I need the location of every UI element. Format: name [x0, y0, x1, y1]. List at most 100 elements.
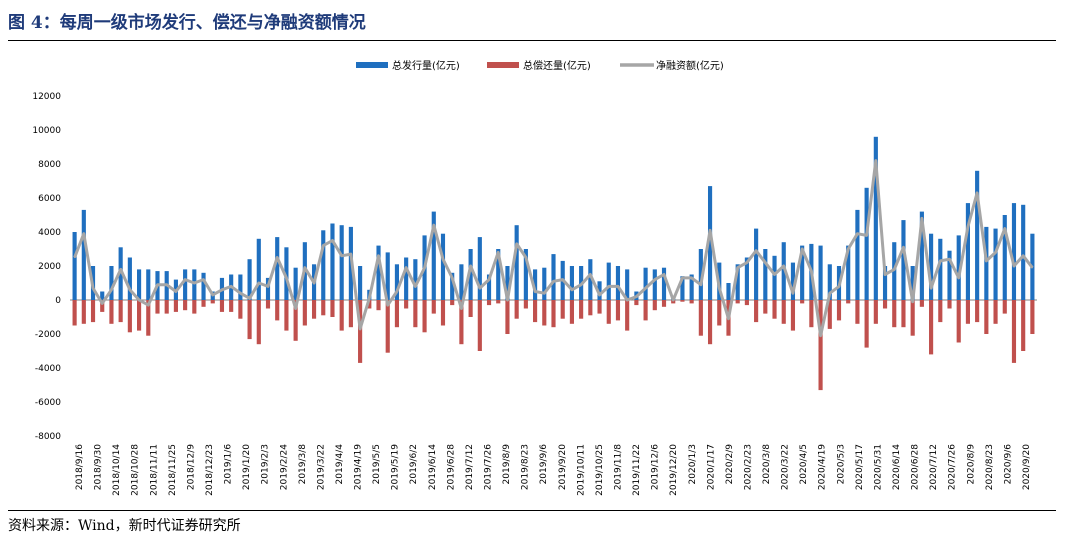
repayment-bar: [625, 300, 630, 331]
repayment-bar: [652, 300, 657, 311]
repayment-bar: [698, 300, 703, 336]
x-tick-label: 2019/6/14: [428, 444, 438, 490]
repayment-bar: [873, 300, 878, 324]
repayment-bar: [606, 300, 611, 324]
issuance-bar: [569, 266, 574, 300]
repayment-bar: [450, 300, 455, 306]
net-financing-point: [967, 226, 969, 228]
issuance-bar: [127, 257, 132, 300]
repayment-bar: [422, 300, 427, 333]
issuance-bar: [855, 209, 860, 300]
repayment-bar: [754, 300, 759, 323]
repayment-bar: [965, 300, 971, 324]
net-financing-point: [838, 285, 840, 287]
repayment-bar: [81, 300, 86, 324]
x-tick-label: 2020/9/20: [1022, 444, 1032, 490]
x-tick-label: 2019/4/4: [335, 444, 345, 485]
issuance-bar: [615, 266, 621, 300]
repayment-bar: [1030, 300, 1035, 334]
net-financing-point: [276, 256, 278, 259]
issuance-bar: [1021, 204, 1026, 300]
repayment-bar: [993, 300, 998, 324]
issuance-bar: [486, 274, 492, 300]
issuance-bar: [1011, 203, 1017, 300]
x-tick-label: 2019/10/25: [595, 444, 605, 496]
legend-swatch-2: [487, 62, 519, 68]
issuance-bar: [440, 233, 446, 300]
issuance-bar: [72, 232, 77, 300]
issuance-bar: [238, 274, 243, 300]
repayment-bar: [90, 300, 96, 323]
repayment-bar: [597, 300, 602, 314]
legend-label-1: 总发行量(亿元): [392, 59, 460, 72]
x-tick-label: 2020/9/6: [1003, 444, 1013, 485]
net-financing-point: [709, 229, 711, 231]
x-tick-label: 2018/11/11: [149, 444, 159, 496]
net-financing-point: [341, 255, 343, 257]
net-financing-point: [1031, 267, 1033, 269]
net-financing-point: [451, 277, 453, 279]
issuance-bar: [413, 259, 418, 300]
x-tick-label: 2019/1/20: [242, 444, 252, 490]
repayment-bar: [229, 300, 234, 312]
x-tick-label: 2020/7/26: [948, 444, 958, 490]
bond-issuance-chart: 总发行量(亿元) 总偿还量(亿元) 净融资额(亿元) -8000 -6000 -4000…: [32, 59, 1037, 496]
x-tick-label: 2019/6/28: [446, 444, 456, 490]
repayment-bar: [634, 300, 639, 306]
y-tick-label: 12000: [32, 92, 61, 102]
issuance-bar: [201, 272, 206, 300]
x-tick-label: 2019/9/20: [558, 444, 568, 490]
repayment-bar: [560, 300, 565, 319]
issuance-bar: [385, 252, 390, 300]
net-financing-point: [976, 192, 978, 194]
issuance-bars: [72, 136, 1035, 300]
repayment-bar: [238, 300, 243, 319]
net-financing-point: [746, 262, 748, 264]
repayment-bar: [330, 300, 335, 317]
net-financing-point: [773, 273, 776, 276]
net-financing-point: [737, 267, 739, 269]
net-financing-point: [304, 267, 306, 269]
repayment-bar: [800, 300, 805, 304]
issuance-bar: [542, 267, 547, 300]
repayment-bar: [440, 300, 446, 326]
net-financing-point: [534, 290, 536, 293]
net-financing-point: [147, 304, 149, 306]
issuance-bar: [800, 245, 805, 300]
issuance-bar: [588, 259, 593, 300]
repayment-bar: [431, 300, 436, 314]
y-tick-label: -6000: [35, 398, 61, 408]
net-financing-point: [681, 277, 684, 279]
repayment-bar: [339, 300, 344, 331]
net-financing-point: [819, 335, 822, 337]
repayment-bar: [929, 300, 934, 355]
x-tick-label: 2020/8/23: [985, 444, 995, 490]
issuance-bar: [707, 186, 713, 300]
issuance-bar: [938, 238, 943, 300]
issuance-bar: [118, 247, 123, 300]
repayment-bar: [284, 300, 289, 331]
repayment-bar: [551, 300, 556, 328]
repayment-bar: [293, 300, 298, 341]
repayment-bar: [192, 300, 197, 314]
repayment-bar: [892, 300, 897, 328]
x-tick-label: 2020/1/3: [688, 444, 698, 484]
x-tick-label: 2020/2/9: [725, 444, 735, 485]
issuance-bar: [450, 272, 455, 300]
net-financing-point: [958, 277, 960, 279]
repayment-bar: [836, 300, 842, 321]
net-financing-point: [516, 243, 518, 245]
repayment-bar: [735, 300, 740, 304]
x-tick-label: 2019/4/19: [354, 444, 364, 490]
net-financing-point: [433, 224, 435, 226]
x-tick-label: 2020/7/12: [929, 444, 939, 490]
issuance-bar: [109, 266, 114, 300]
repayment-bar: [615, 300, 621, 321]
issuance-bar: [275, 237, 280, 300]
issuance-bar: [763, 249, 768, 300]
repayment-bar: [413, 300, 418, 328]
repayment-bar: [919, 300, 924, 307]
issuance-bar: [661, 267, 667, 300]
repayment-bar: [486, 300, 492, 306]
issuance-bar: [192, 269, 197, 300]
